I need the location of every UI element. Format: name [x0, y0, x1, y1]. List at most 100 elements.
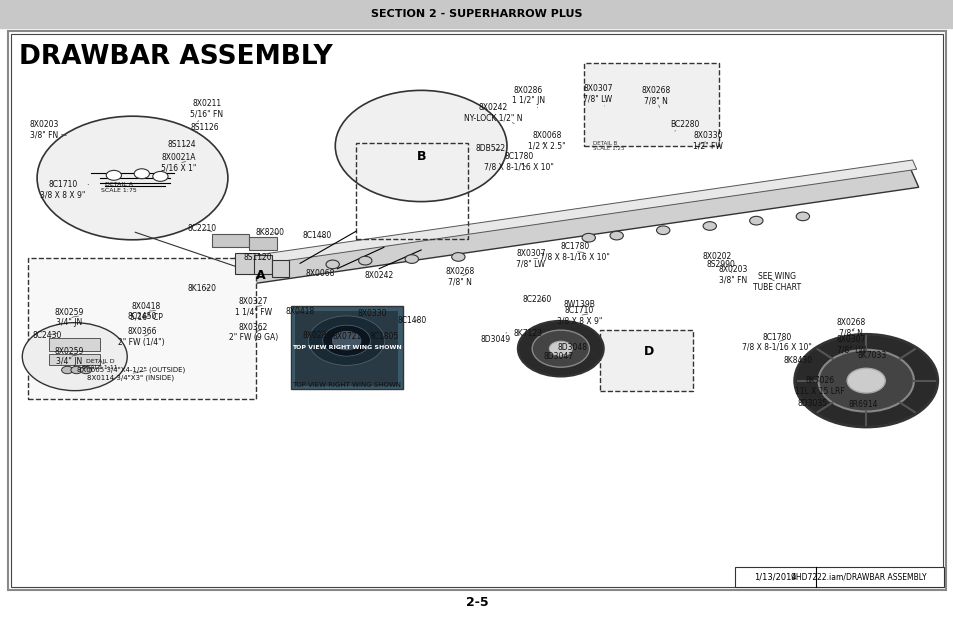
Bar	[49, 354, 100, 365]
Text: 8X0259
3/4" JN: 8X0259 3/4" JN	[54, 347, 84, 366]
Text: 8X0268
7/8" N: 8X0268 7/8" N	[445, 267, 475, 286]
Text: 8S1124: 8S1124	[168, 140, 196, 150]
Circle shape	[322, 325, 370, 356]
Bar	[355, 143, 467, 239]
Text: 8C2210: 8C2210	[188, 224, 216, 233]
Bar	[234, 253, 258, 274]
Circle shape	[749, 216, 762, 225]
Text: DRAWBAR ASSEMBLY: DRAWBAR ASSEMBLY	[19, 44, 333, 70]
Text: 8X0366
2" FW (1/4"): 8X0366 2" FW (1/4")	[118, 327, 165, 347]
Text: 8C1805: 8C1805	[369, 332, 398, 341]
Text: 8X0203
3/8" FN: 8X0203 3/8" FN	[30, 121, 67, 140]
Circle shape	[71, 366, 82, 374]
Text: B: B	[416, 150, 425, 163]
Text: 8K7123: 8K7123	[513, 329, 542, 338]
Text: 8X0202: 8X0202	[701, 252, 731, 261]
Circle shape	[451, 253, 464, 261]
Text: 9HD7222.iam/DRAWBAR ASSEMBLY: 9HD7222.iam/DRAWBAR ASSEMBLY	[790, 573, 925, 582]
Circle shape	[358, 256, 372, 265]
Text: A: A	[256, 269, 266, 282]
Circle shape	[405, 255, 418, 263]
Circle shape	[846, 368, 884, 393]
Text: SECTION 2 - SUPERHARROW PLUS: SECTION 2 - SUPERHARROW PLUS	[371, 9, 582, 19]
Bar	[0, 0, 953, 28]
Text: 8X0268
7/8" N: 8X0268 7/8" N	[640, 86, 670, 108]
Bar	[599, 330, 692, 391]
Bar	[105, 263, 151, 301]
Circle shape	[796, 212, 809, 221]
Circle shape	[335, 90, 506, 201]
Text: DETAIL D
SCALE 1:11: DETAIL D SCALE 1:11	[82, 359, 117, 370]
Text: 8K7026
11L X 15 LRF: 8K7026 11L X 15 LRF	[794, 376, 843, 396]
Text: 8D3035: 8D3035	[797, 399, 826, 407]
Circle shape	[702, 222, 716, 231]
Bar	[11, 34, 942, 587]
Text: 8D3049: 8D3049	[480, 332, 510, 344]
Text: 8X0418: 8X0418	[285, 307, 314, 316]
Text: 8C1480: 8C1480	[302, 231, 331, 240]
Text: 8X0307
7/8" LW: 8X0307 7/8" LW	[516, 249, 545, 269]
Text: 8X0203
3/8" FN: 8X0203 3/8" FN	[718, 265, 747, 285]
Text: 8X0721: 8X0721	[332, 332, 361, 341]
Circle shape	[308, 316, 384, 365]
Text: 8X0268
7/8" N: 8X0268 7/8" N	[836, 318, 865, 337]
Bar	[734, 567, 943, 587]
Circle shape	[794, 334, 937, 427]
Circle shape	[332, 331, 360, 350]
Circle shape	[326, 260, 339, 269]
Bar	[249, 237, 276, 250]
Circle shape	[656, 226, 669, 235]
Text: 8S1120: 8S1120	[244, 253, 273, 263]
Text: 8K7033: 8K7033	[856, 350, 885, 360]
Text: 8X0327
1 1/4" FW: 8X0327 1 1/4" FW	[234, 297, 272, 317]
Circle shape	[22, 323, 127, 391]
Text: 8C2430: 8C2430	[32, 331, 61, 340]
Text: 8X0211
5/16" FN: 8X0211 5/16" FN	[191, 99, 223, 122]
Circle shape	[517, 321, 603, 376]
Text: DETAIL B
SCALE 1:25: DETAIL B SCALE 1:25	[593, 141, 624, 151]
Bar	[295, 311, 397, 386]
Text: 8S2990: 8S2990	[706, 260, 735, 269]
Polygon shape	[137, 169, 918, 299]
Text: 8X0068: 8X0068	[306, 269, 335, 279]
Text: 8K8430: 8K8430	[782, 356, 812, 365]
Circle shape	[549, 341, 572, 356]
Circle shape	[62, 366, 73, 374]
Text: D: D	[643, 345, 654, 358]
Text: 8C1780
7/8 X 8-1/16 X 10": 8C1780 7/8 X 8-1/16 X 10"	[539, 242, 609, 261]
Text: 1/13/2014: 1/13/2014	[754, 573, 796, 582]
Circle shape	[106, 171, 121, 180]
Circle shape	[818, 350, 913, 412]
Text: 8X0418
5/16" CP: 8X0418 5/16" CP	[130, 302, 163, 321]
Text: 8X0665 3/4"X4-1/2" (OUTSIDE)
8X0114 3/4"X3" (INSIDE): 8X0665 3/4"X4-1/2" (OUTSIDE) 8X0114 3/4"…	[76, 366, 185, 381]
Text: SEE WING
TUBE CHART: SEE WING TUBE CHART	[752, 273, 800, 292]
Circle shape	[152, 171, 168, 181]
Bar	[291, 306, 402, 389]
Text: 8X0362
2" FW (9 GA): 8X0362 2" FW (9 GA)	[229, 323, 278, 342]
Text: 8C2260: 8C2260	[522, 295, 552, 304]
Circle shape	[37, 116, 228, 240]
Bar	[29, 258, 256, 399]
Text: 8X0286: 8X0286	[302, 331, 331, 340]
Bar	[49, 338, 100, 351]
Text: TOP VIEW RIGHT WING SHOWN: TOP VIEW RIGHT WING SHOWN	[292, 382, 400, 388]
Text: 8X0068
1/2 X 2.5": 8X0068 1/2 X 2.5"	[527, 131, 565, 150]
Circle shape	[134, 169, 150, 179]
Text: 8K8200: 8K8200	[255, 228, 285, 237]
Text: 8S1126: 8S1126	[191, 123, 219, 133]
Text: 8X0330: 8X0330	[357, 309, 387, 318]
Bar	[212, 234, 249, 247]
Text: 8C1780
7/8 X 8-1/16 X 10": 8C1780 7/8 X 8-1/16 X 10"	[741, 332, 811, 352]
Circle shape	[609, 231, 622, 240]
Bar	[583, 63, 719, 146]
Bar	[272, 260, 289, 277]
Text: 8C1710
3/8 X 8 X 9": 8C1710 3/8 X 8 X 9"	[557, 306, 601, 325]
Text: 8C1710
3/8 X 8 X 9": 8C1710 3/8 X 8 X 9"	[40, 180, 89, 200]
Text: 8W139B: 8W139B	[563, 300, 595, 310]
Text: 8X0259
3/4" JN: 8X0259 3/4" JN	[54, 308, 84, 328]
Text: 8C2450: 8C2450	[127, 312, 156, 321]
Circle shape	[80, 366, 91, 374]
Text: 8C1780
7/8 X 8-1/16 X 10": 8C1780 7/8 X 8-1/16 X 10"	[483, 152, 554, 172]
Text: 8X0307
7/8" LW: 8X0307 7/8" LW	[836, 335, 865, 354]
Circle shape	[581, 234, 595, 242]
